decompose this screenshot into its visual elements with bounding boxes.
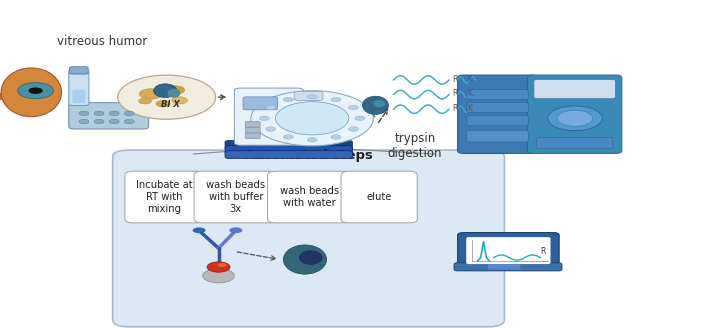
- FancyBboxPatch shape: [245, 121, 261, 127]
- Circle shape: [28, 88, 43, 94]
- Circle shape: [94, 119, 104, 124]
- Circle shape: [79, 111, 89, 116]
- Circle shape: [172, 97, 188, 104]
- Circle shape: [331, 135, 341, 139]
- Ellipse shape: [374, 100, 385, 107]
- Circle shape: [348, 127, 358, 131]
- Ellipse shape: [167, 89, 180, 98]
- Circle shape: [557, 110, 593, 126]
- Circle shape: [94, 111, 104, 116]
- Circle shape: [218, 263, 227, 267]
- FancyBboxPatch shape: [225, 146, 353, 154]
- Text: K: K: [467, 104, 472, 113]
- Circle shape: [166, 86, 185, 94]
- Circle shape: [307, 137, 317, 142]
- Circle shape: [79, 119, 89, 124]
- Circle shape: [331, 97, 341, 102]
- FancyBboxPatch shape: [194, 171, 277, 223]
- FancyBboxPatch shape: [243, 97, 277, 110]
- FancyBboxPatch shape: [467, 103, 529, 113]
- FancyBboxPatch shape: [467, 116, 529, 126]
- Circle shape: [266, 105, 276, 110]
- FancyBboxPatch shape: [528, 75, 622, 154]
- Text: R: R: [452, 75, 458, 84]
- FancyBboxPatch shape: [534, 80, 615, 98]
- Text: elute: elute: [366, 192, 392, 202]
- Circle shape: [283, 97, 293, 102]
- FancyBboxPatch shape: [125, 171, 203, 223]
- Circle shape: [307, 94, 317, 99]
- Circle shape: [230, 227, 243, 233]
- FancyBboxPatch shape: [245, 127, 261, 133]
- Text: R: R: [452, 90, 458, 98]
- Circle shape: [125, 119, 134, 124]
- FancyBboxPatch shape: [458, 233, 559, 269]
- Circle shape: [203, 269, 235, 283]
- Text: R: R: [540, 247, 546, 256]
- FancyBboxPatch shape: [225, 140, 353, 150]
- FancyBboxPatch shape: [267, 171, 351, 223]
- FancyBboxPatch shape: [113, 150, 505, 327]
- Circle shape: [547, 106, 602, 131]
- FancyBboxPatch shape: [458, 75, 537, 154]
- Circle shape: [251, 91, 374, 146]
- Circle shape: [283, 135, 293, 139]
- FancyBboxPatch shape: [235, 88, 303, 145]
- Ellipse shape: [363, 96, 389, 114]
- FancyBboxPatch shape: [69, 103, 148, 129]
- Circle shape: [109, 119, 119, 124]
- Ellipse shape: [1, 68, 62, 117]
- FancyBboxPatch shape: [69, 69, 89, 106]
- Circle shape: [109, 111, 119, 116]
- FancyBboxPatch shape: [70, 67, 88, 74]
- FancyBboxPatch shape: [536, 137, 613, 149]
- Text: wash beads
with water: wash beads with water: [279, 186, 339, 208]
- Ellipse shape: [299, 250, 323, 265]
- FancyBboxPatch shape: [467, 130, 529, 142]
- Text: Automated steps: Automated steps: [245, 149, 372, 162]
- FancyBboxPatch shape: [488, 264, 521, 270]
- Text: K: K: [467, 75, 472, 84]
- Text: trypsin
digestion: trypsin digestion: [388, 132, 442, 160]
- Circle shape: [156, 100, 170, 107]
- Text: R: R: [452, 104, 458, 113]
- Circle shape: [348, 105, 358, 110]
- Circle shape: [138, 98, 151, 104]
- Circle shape: [17, 83, 54, 99]
- Text: BI X: BI X: [161, 100, 180, 109]
- FancyBboxPatch shape: [72, 90, 85, 103]
- FancyBboxPatch shape: [454, 263, 562, 271]
- Circle shape: [355, 116, 365, 121]
- Circle shape: [266, 127, 276, 131]
- Circle shape: [125, 111, 134, 116]
- FancyBboxPatch shape: [294, 91, 323, 100]
- FancyBboxPatch shape: [341, 171, 417, 223]
- Circle shape: [207, 262, 230, 272]
- Text: K: K: [467, 90, 472, 98]
- Circle shape: [259, 116, 269, 121]
- Text: vitreous humor: vitreous humor: [56, 35, 147, 49]
- FancyBboxPatch shape: [245, 133, 261, 139]
- FancyBboxPatch shape: [466, 237, 550, 264]
- Ellipse shape: [283, 245, 327, 274]
- Ellipse shape: [153, 84, 177, 97]
- Text: wash beads
with buffer
3x: wash beads with buffer 3x: [206, 180, 266, 214]
- FancyBboxPatch shape: [467, 90, 529, 100]
- Ellipse shape: [12, 99, 44, 112]
- Circle shape: [193, 227, 206, 233]
- Circle shape: [275, 102, 349, 135]
- FancyBboxPatch shape: [225, 151, 353, 158]
- Circle shape: [139, 89, 162, 99]
- Text: Incubate at
RT with
mixing: Incubate at RT with mixing: [136, 180, 193, 214]
- Circle shape: [118, 75, 216, 119]
